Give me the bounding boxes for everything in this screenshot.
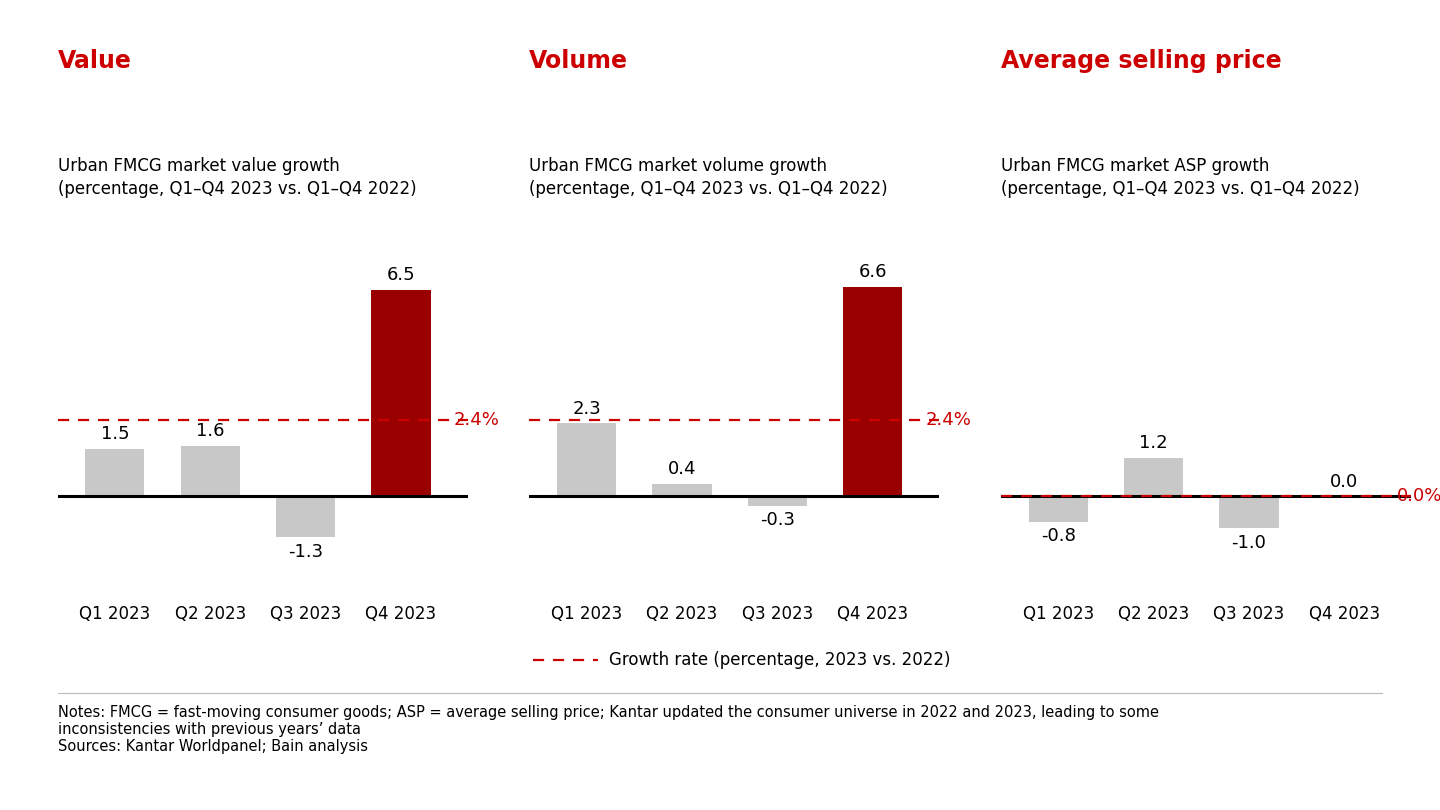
Bar [180, 446, 240, 497]
Bar [276, 497, 336, 537]
Text: 0.0%: 0.0% [1397, 487, 1440, 505]
Text: 0.4: 0.4 [668, 460, 696, 478]
Text: -0.8: -0.8 [1041, 527, 1076, 545]
Text: 2.4%: 2.4% [924, 411, 971, 429]
Bar [1220, 497, 1279, 528]
Text: Urban FMCG market value growth
(percentage, Q1–Q4 2023 vs. Q1–Q4 2022): Urban FMCG market value growth (percenta… [58, 157, 416, 198]
Bar [372, 290, 431, 497]
Text: 2.4%: 2.4% [454, 411, 500, 429]
Text: 6.6: 6.6 [858, 263, 887, 281]
Text: 1.6: 1.6 [196, 422, 225, 440]
Text: 2.3: 2.3 [572, 399, 600, 418]
Text: Urban FMCG market volume growth
(percentage, Q1–Q4 2023 vs. Q1–Q4 2022): Urban FMCG market volume growth (percent… [530, 157, 888, 198]
Text: -1.3: -1.3 [288, 544, 323, 561]
Text: -1.0: -1.0 [1231, 534, 1266, 552]
Text: Average selling price: Average selling price [1001, 49, 1282, 73]
Bar [1028, 497, 1087, 522]
Text: Urban FMCG market ASP growth
(percentage, Q1–Q4 2023 vs. Q1–Q4 2022): Urban FMCG market ASP growth (percentage… [1001, 157, 1359, 198]
Text: 1.5: 1.5 [101, 425, 130, 443]
Bar [1125, 458, 1184, 497]
Text: Volume: Volume [530, 49, 628, 73]
Text: 0.0: 0.0 [1331, 472, 1358, 491]
Bar [85, 449, 144, 497]
Text: 6.5: 6.5 [387, 266, 415, 284]
Bar [652, 484, 711, 497]
Text: 1.2: 1.2 [1139, 434, 1168, 453]
Bar [747, 497, 806, 505]
Text: Notes: FMCG = fast-moving consumer goods; ASP = average selling price; Kantar up: Notes: FMCG = fast-moving consumer goods… [58, 705, 1159, 754]
Text: Growth rate (percentage, 2023 vs. 2022): Growth rate (percentage, 2023 vs. 2022) [609, 651, 950, 669]
Text: -0.3: -0.3 [760, 511, 795, 530]
Bar [557, 424, 616, 497]
Text: Value: Value [58, 49, 131, 73]
Bar [844, 287, 903, 497]
